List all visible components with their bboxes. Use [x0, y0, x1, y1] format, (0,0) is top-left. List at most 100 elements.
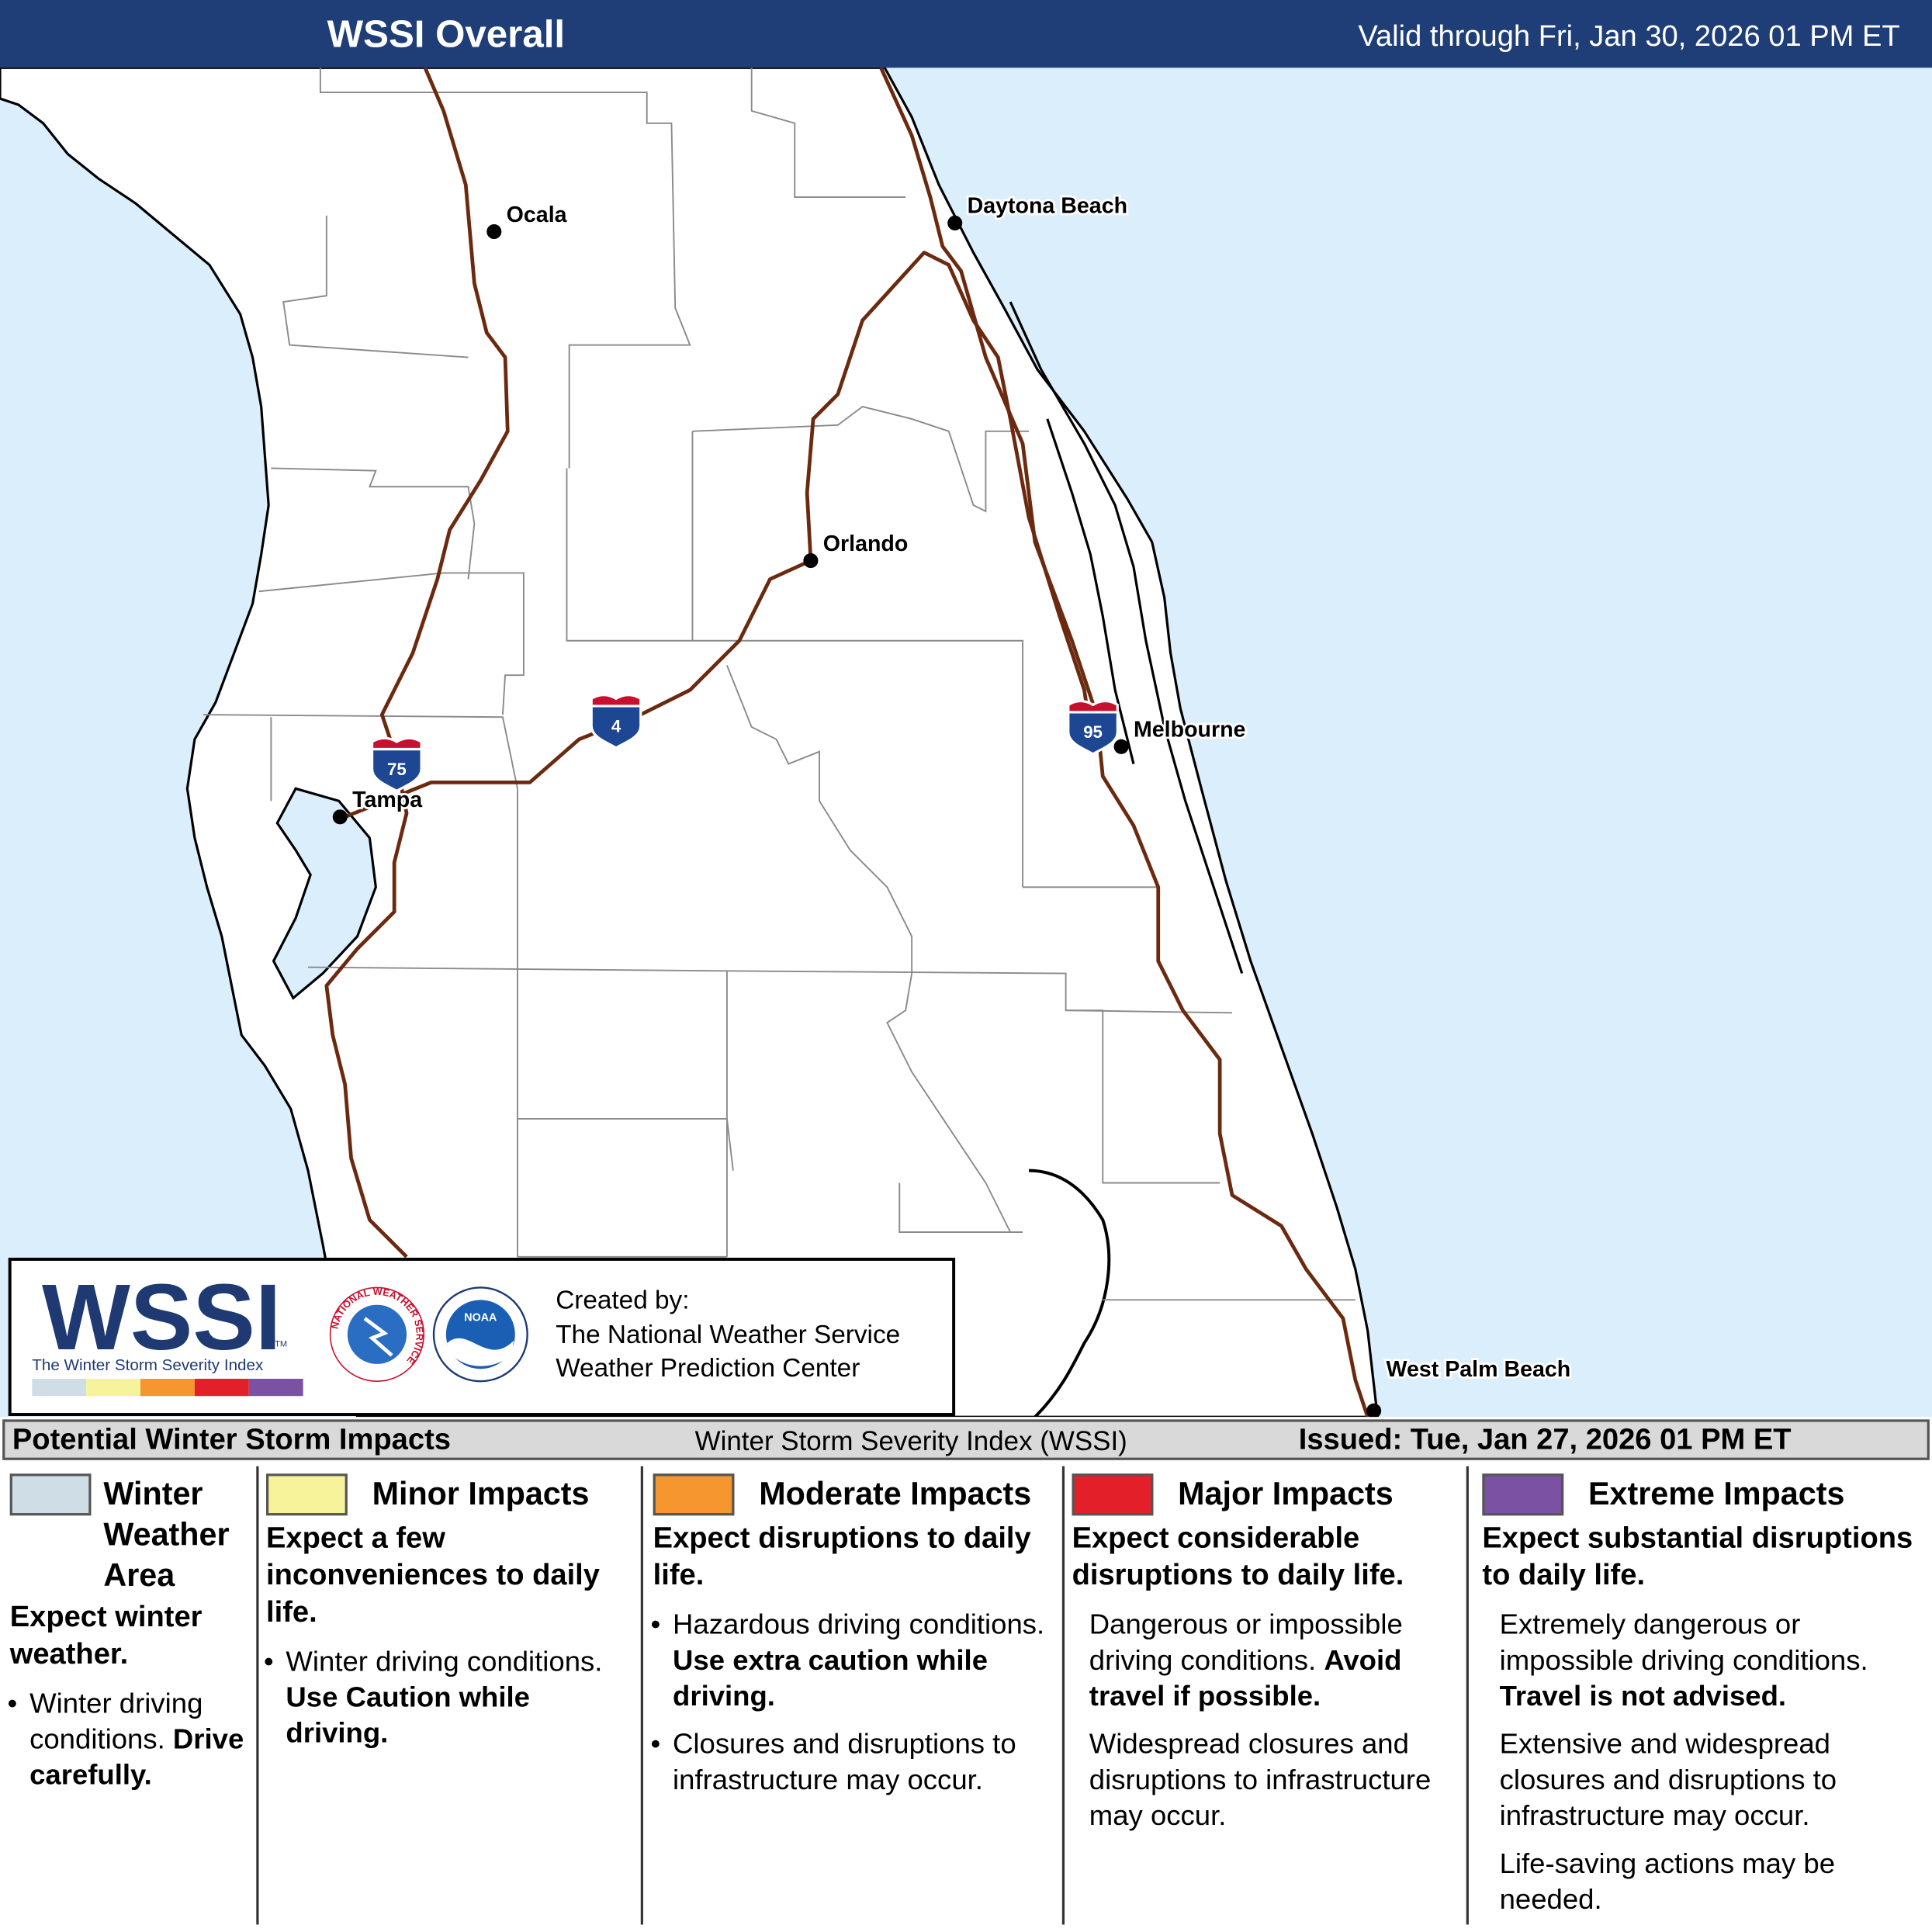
- shield-number: 95: [1083, 722, 1103, 742]
- legend-swatch: [1072, 1473, 1154, 1516]
- header-valid: Valid through Fri, Jan 30, 2026 01 PM ET: [1358, 20, 1899, 53]
- legend-item: • Winter driving conditions. Use Caution …: [264, 1643, 635, 1750]
- legend-bar: Potential Winter Storm Impacts Winter St…: [2, 1419, 1930, 1460]
- lake-okeechobee: [1028, 1169, 1111, 1418]
- legend-title: Potential Winter Storm Impacts: [12, 1423, 451, 1457]
- highways: [324, 67, 1369, 1418]
- logo-color-segment: [86, 1378, 141, 1397]
- map: Ocala Daytona Beach Orlando Melbourne Tampa W…: [0, 0, 1932, 1418]
- legend-divider: [1061, 1466, 1065, 1925]
- shield-number: 75: [387, 760, 407, 779]
- legend-headline: Expect substantial disruptions to daily …: [1482, 1522, 1913, 1592]
- item-text: Closures and disruptions to infrastructu…: [673, 1727, 1016, 1795]
- item-text: Winter driving conditions.: [286, 1644, 603, 1678]
- legend-swatch: [9, 1473, 92, 1516]
- header-title: WSSI Overall: [327, 12, 565, 55]
- county-lines: [203, 68, 1356, 1301]
- shield-blue: [590, 705, 642, 750]
- item-text: Extremely dangerous or impossible drivin…: [1499, 1608, 1868, 1676]
- legend-name: Moderate Impacts: [759, 1474, 1032, 1512]
- legend-item: • Hazardous driving conditions. Use extra…: [650, 1607, 1054, 1714]
- item-emphasis: Drive carefully.: [29, 1723, 244, 1791]
- legend-body: Expect disruptions to daily life. • Hazard…: [650, 1521, 1054, 1798]
- city-label: Orlando: [823, 531, 909, 556]
- legend-divider: [640, 1466, 643, 1925]
- city-label: Tampa: [352, 788, 423, 812]
- legend-item: Extremely dangerous or impossible drivin…: [1500, 1607, 1920, 1714]
- created-by: The National Weather Service: [556, 1321, 900, 1349]
- legend-headline: Expect disruptions to daily life.: [653, 1522, 1031, 1592]
- nws-bolt: [363, 1317, 393, 1357]
- legend-item: Life-saving actions may be needed.: [1500, 1846, 1920, 1917]
- city-label: Ocala: [507, 203, 568, 227]
- city-dot: [1366, 1403, 1382, 1418]
- city-dot: [1113, 739, 1129, 754]
- logo-color-bar: [32, 1378, 303, 1397]
- legend-issued: Issued: Tue, Jan 27, 2026 01 PM ET: [1298, 1423, 1792, 1457]
- logo-color-segment: [248, 1378, 303, 1397]
- legend-body: Expect substantial disruptions to daily …: [1482, 1521, 1920, 1917]
- item-emphasis: Avoid travel if possible.: [1089, 1643, 1402, 1712]
- legend-items: Extremely dangerous or impossible drivin…: [1482, 1607, 1920, 1917]
- legend-headline: Expect winter weather.: [9, 1600, 203, 1671]
- legend-items: • Winter driving conditions. Drive carefu…: [8, 1685, 257, 1792]
- indian-river: [1046, 418, 1135, 764]
- shield-red: [1067, 699, 1119, 714]
- legend-item: • Closures and disruptions to infrastruct…: [650, 1726, 1054, 1798]
- legend-center: Winter Storm Severity Index (WSSI): [694, 1425, 1127, 1457]
- item-emphasis: Use Caution while driving.: [286, 1681, 530, 1749]
- interstate-shields: 75 4 95: [370, 694, 1119, 793]
- created-by: Weather Prediction Center: [556, 1354, 860, 1383]
- legend-item: Dangerous or impossible driving conditio…: [1089, 1607, 1460, 1714]
- logo-subtitle: The Winter Storm Severity Index: [32, 1356, 264, 1374]
- legend-headline: Expect a few inconveniences to daily lif…: [266, 1522, 600, 1629]
- logo-color-segment: [140, 1378, 195, 1397]
- city-label: Melbourne: [1134, 718, 1245, 743]
- created-by: Created by:: [556, 1286, 689, 1314]
- item-text: Extensive and widespread closures and di…: [1499, 1727, 1837, 1831]
- logo-tm: TM: [275, 1340, 287, 1349]
- legend-item: Widespread closures and disruptions to i…: [1089, 1726, 1460, 1833]
- header-bar: [0, 0, 1932, 68]
- legend-divider: [256, 1466, 259, 1925]
- legend-items: • Winter driving conditions. Use Caution …: [264, 1643, 635, 1750]
- shield-blue: [1067, 711, 1119, 756]
- city-label: Daytona Beach: [968, 194, 1127, 219]
- legend-body: Expect considerable disruptions to daily…: [1072, 1521, 1460, 1833]
- logo-color-segment: [194, 1378, 249, 1397]
- city-dot: [486, 224, 502, 240]
- cities: Ocala Daytona Beach Orlando Melbourne Tampa W…: [332, 192, 1573, 1418]
- legend: Potential Winter Storm Impacts Winter St…: [0, 1417, 1932, 1932]
- legend-name: Extreme Impacts: [1587, 1474, 1845, 1512]
- noaa-wave: [447, 1338, 514, 1366]
- bullet: •: [263, 1644, 274, 1678]
- city-dot: [803, 553, 819, 569]
- legend-name: Major Impacts: [1178, 1474, 1394, 1512]
- logo-box: WSSI TM The Winter Storm Severity Index …: [8, 1257, 956, 1417]
- legend-name: Minor Impacts: [372, 1474, 590, 1512]
- legend-body: Expect a few inconveniences to daily lif…: [264, 1521, 635, 1751]
- tampa-bay: [272, 787, 377, 1000]
- shield-red: [590, 694, 642, 708]
- item-text: Winter driving conditions.: [29, 1686, 203, 1755]
- logo-color-segment: [32, 1378, 87, 1397]
- legend-items: Dangerous or impossible driving conditio…: [1072, 1607, 1460, 1833]
- item-emphasis: Use extra caution while driving.: [673, 1643, 989, 1712]
- shield-blue: [370, 747, 423, 793]
- item-text: Hazardous driving conditions.: [673, 1608, 1045, 1640]
- legend-items: • Hazardous driving conditions. Use extra…: [650, 1607, 1054, 1798]
- legend-swatch: [266, 1473, 348, 1516]
- legend-swatch: [653, 1473, 735, 1516]
- logo-wssi: WSSI: [42, 1265, 281, 1369]
- item-text: Dangerous or impossible driving conditio…: [1089, 1608, 1403, 1676]
- shield-number: 4: [611, 716, 621, 736]
- legend-name: Winter Weather Area: [103, 1474, 230, 1594]
- legend-divider: [1466, 1466, 1469, 1925]
- barrier-island: [1009, 301, 1244, 975]
- legend-headline: Expect considerable disruptions to daily…: [1072, 1522, 1404, 1592]
- city-dot: [947, 215, 963, 230]
- noaa-text: NOAA: [464, 1311, 497, 1324]
- item-text: Life-saving actions may be needed.: [1499, 1847, 1836, 1915]
